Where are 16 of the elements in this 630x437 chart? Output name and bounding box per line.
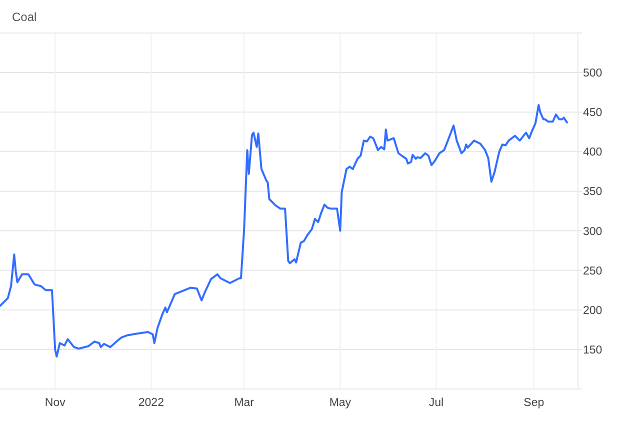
y-tick-label: 250: [583, 265, 602, 278]
y-tick-label: 300: [583, 226, 602, 238]
x-tick-label: May: [329, 397, 352, 410]
y-tick-label: 150: [583, 344, 602, 356]
line-series: [0, 104, 568, 358]
x-tick-label: Jul: [428, 397, 444, 410]
x-tick-label: Nov: [44, 397, 66, 410]
y-tick-label: 350: [583, 186, 602, 198]
y-tick-label: 500: [583, 68, 602, 80]
chart-title: Coal: [12, 10, 37, 24]
x-tick-label: Sep: [524, 397, 544, 410]
y-tick-label: 400: [583, 146, 602, 159]
x-tick-label: Mar: [234, 397, 254, 410]
y-tick-label: 450: [583, 107, 602, 120]
x-tick-label: 2022: [138, 397, 164, 410]
y-tick-label: 200: [583, 304, 602, 317]
